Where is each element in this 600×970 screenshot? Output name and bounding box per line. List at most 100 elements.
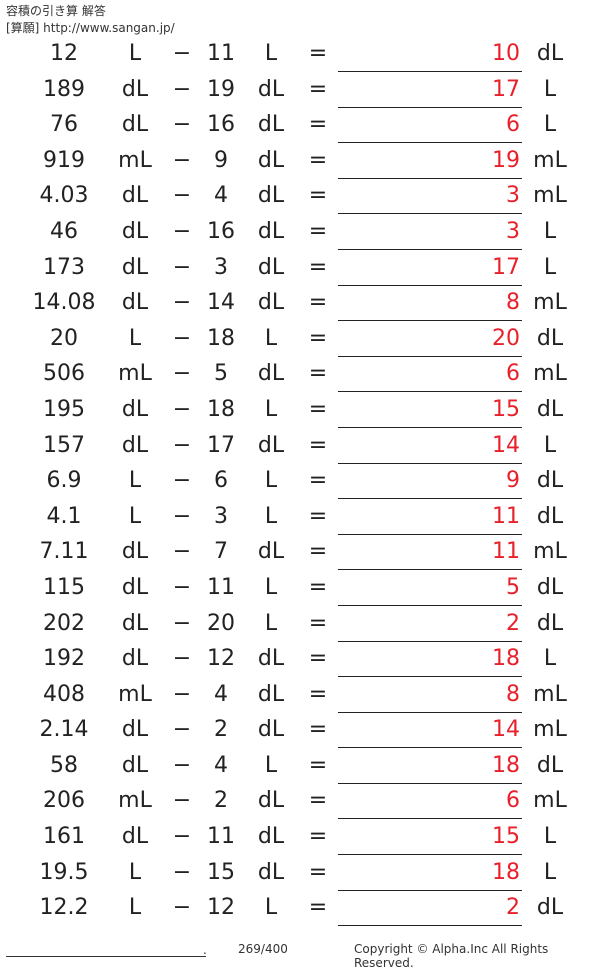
subtrahend-unit: dL xyxy=(257,218,285,244)
equals-sign: = xyxy=(308,396,328,422)
answer-value: 15 xyxy=(492,824,520,850)
minus-sign: − xyxy=(172,824,192,850)
equals-sign: = xyxy=(308,325,328,351)
equals-sign: = xyxy=(308,112,328,138)
problem-row: 115 dL −11 L = 5 dL xyxy=(0,571,600,607)
subtrahend-value: 3 xyxy=(214,254,228,280)
answer-unit: mL xyxy=(533,147,567,173)
minuend-value: 20 xyxy=(50,325,78,351)
minus-sign: − xyxy=(172,183,192,209)
minuend-unit: dL xyxy=(121,824,149,850)
answer-line xyxy=(338,889,522,891)
problem-row: 4.03 dL −4 dL = 3 mL xyxy=(0,179,600,215)
subtrahend-value: 4 xyxy=(214,752,228,778)
subtrahend-unit: L xyxy=(264,468,278,494)
subtrahend-value: 15 xyxy=(207,859,235,885)
equals-sign: = xyxy=(308,361,328,387)
copyright-notice: Copyright © Alpha.Inc All Rights Reserve… xyxy=(354,942,549,970)
problem-row: 76 dL −16 dL = 6 L xyxy=(0,108,600,144)
problem-row: 202 dL −20 L = 2 dL xyxy=(0,607,600,643)
minus-sign: − xyxy=(172,325,192,351)
answer-unit: L xyxy=(543,112,557,138)
answer-value: 17 xyxy=(492,76,520,102)
equals-sign: = xyxy=(308,41,328,66)
subtrahend-value: 11 xyxy=(207,824,235,850)
minuend-value: 4.03 xyxy=(39,183,89,209)
minus-sign: − xyxy=(172,112,192,138)
minuend-value: 12 xyxy=(50,41,78,66)
minuend-value: 12.2 xyxy=(39,895,89,921)
equals-sign: = xyxy=(308,503,328,529)
page-header: 容積の引き算 解答 [算願] http://www.sangan.jp/ xyxy=(6,3,175,37)
minuend-value: 157 xyxy=(43,432,85,458)
problem-row: 206 mL −2 dL = 6 mL xyxy=(0,784,600,820)
problem-row: 12.2 L −12 L = 2 dL xyxy=(0,891,600,927)
answer-unit: L xyxy=(543,218,557,244)
problem-row: 19.5 L −15 dL = 18 L xyxy=(0,856,600,892)
answer-unit: mL xyxy=(533,539,567,565)
equals-sign: = xyxy=(308,468,328,494)
minuend-value: 206 xyxy=(43,788,85,814)
problem-row: 195 dL −18 L = 15 dL xyxy=(0,393,600,429)
equals-sign: = xyxy=(308,859,328,885)
subtrahend-unit: dL xyxy=(257,539,285,565)
problem-list: 12 L −11 L = 10 dL 189 dL −19 dL = 17 L 76 dL −16 dL = 6 L 91… xyxy=(0,37,600,927)
minuend-unit: L xyxy=(128,41,142,66)
subtrahend-value: 11 xyxy=(207,574,235,600)
subtrahend-value: 12 xyxy=(207,646,235,672)
equals-sign: = xyxy=(308,646,328,672)
minuend-value: 4.1 xyxy=(46,503,82,529)
equals-sign: = xyxy=(308,895,328,921)
minuend-unit: dL xyxy=(121,610,149,636)
subtrahend-unit: L xyxy=(264,396,278,422)
minuend-value: 2.14 xyxy=(39,717,89,743)
minuend-unit: dL xyxy=(121,717,149,743)
minus-sign: − xyxy=(172,468,192,494)
answer-value: 19 xyxy=(492,147,520,173)
minus-sign: − xyxy=(172,646,192,672)
answer-line xyxy=(338,71,522,72)
answer-value: 11 xyxy=(492,539,520,565)
minuend-unit: mL xyxy=(118,147,152,173)
subtrahend-unit: L xyxy=(264,503,278,529)
minuend-value: 58 xyxy=(50,752,78,778)
subtrahend-unit: L xyxy=(264,41,278,66)
minuend-unit: L xyxy=(128,325,142,351)
minus-sign: − xyxy=(172,788,192,814)
equals-sign: = xyxy=(308,574,328,600)
answer-unit: mL xyxy=(533,681,567,707)
answer-value: 8 xyxy=(506,290,520,316)
equals-sign: = xyxy=(308,183,328,209)
problem-row: 173 dL −3 dL = 17 L xyxy=(0,251,600,287)
subtrahend-unit: dL xyxy=(257,859,285,885)
answer-line xyxy=(338,533,522,535)
answer-value: 2 xyxy=(506,610,520,636)
problem-row: 189 dL −19 dL = 17 L xyxy=(0,73,600,109)
equals-sign: = xyxy=(308,824,328,850)
answer-line xyxy=(338,426,522,428)
minuend-unit: dL xyxy=(121,290,149,316)
answer-line xyxy=(338,355,522,357)
answer-line xyxy=(338,284,522,286)
answer-line xyxy=(338,747,522,749)
equals-sign: = xyxy=(308,218,328,244)
answer-line xyxy=(338,142,522,144)
minus-sign: − xyxy=(172,717,192,743)
subtrahend-unit: L xyxy=(264,752,278,778)
minuend-value: 173 xyxy=(43,254,85,280)
subtrahend-unit: dL xyxy=(257,646,285,672)
answer-line xyxy=(338,462,522,464)
answer-value: 10 xyxy=(492,41,520,66)
answer-line xyxy=(338,320,522,322)
minuend-value: 195 xyxy=(43,396,85,422)
subtrahend-value: 16 xyxy=(207,218,235,244)
minus-sign: − xyxy=(172,895,192,921)
answer-line xyxy=(338,676,522,678)
subtrahend-value: 6 xyxy=(214,468,228,494)
minuend-unit: L xyxy=(128,895,142,921)
equals-sign: = xyxy=(308,539,328,565)
minuend-unit: dL xyxy=(121,183,149,209)
subtrahend-value: 4 xyxy=(214,681,228,707)
minus-sign: − xyxy=(172,218,192,244)
problem-row: 157 dL −17 dL = 14 L xyxy=(0,429,600,465)
